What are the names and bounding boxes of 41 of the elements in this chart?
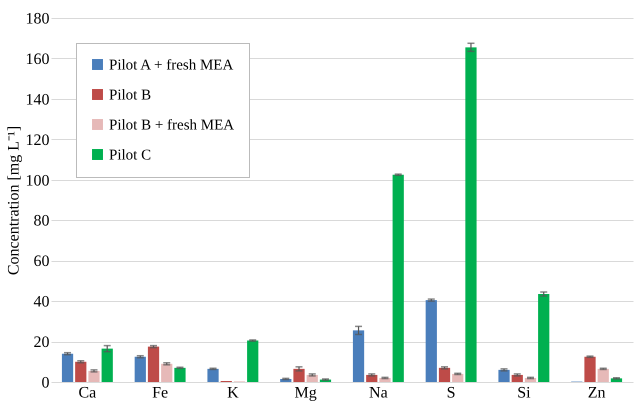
y-axis-title: Concentration [mg L⁻¹] (6, 126, 22, 276)
y-tick-label: 60 (34, 253, 50, 270)
bar (102, 348, 113, 382)
y-tick-label: 140 (26, 91, 50, 108)
bar (426, 300, 437, 382)
x-tick-label: Na (369, 384, 388, 402)
x-tick-label: Fe (152, 384, 168, 402)
x-tick-label: Si (517, 384, 532, 402)
y-tick-label: 180 (26, 10, 50, 28)
x-tick-label: S (446, 384, 456, 402)
bar (438, 368, 450, 382)
bar (75, 362, 86, 382)
legend-label: Pilot A + fresh MEA (109, 58, 234, 74)
y-tick-label: 20 (34, 334, 50, 352)
bar (598, 368, 609, 382)
y-tick-label: 80 (34, 212, 50, 230)
x-tick-label: Mg (294, 384, 317, 402)
x-tick-label: Zn (588, 384, 606, 402)
bar (134, 356, 146, 382)
legend-label: Pilot C (109, 148, 152, 164)
bar (584, 356, 596, 382)
y-tick-label: 0 (42, 374, 50, 392)
bar (174, 368, 186, 382)
y-tick-label: 160 (26, 50, 50, 68)
y-tick-label: 40 (34, 294, 50, 311)
bar (498, 370, 510, 382)
y-tick-label: 120 (26, 132, 50, 149)
bar (207, 368, 219, 382)
y-tick-label: 100 (26, 172, 50, 190)
bar (352, 330, 364, 382)
legend-label: Pilot B + fresh MEA (109, 118, 234, 134)
bar (392, 174, 404, 382)
bar (148, 346, 160, 382)
bar (62, 354, 74, 382)
bar (247, 340, 258, 382)
x-tick-label: Ca (78, 384, 96, 402)
bar (465, 47, 477, 382)
legend-label: Pilot B (109, 88, 152, 104)
bar (161, 364, 172, 382)
bar (88, 370, 100, 382)
x-tick-label: K (227, 384, 240, 402)
